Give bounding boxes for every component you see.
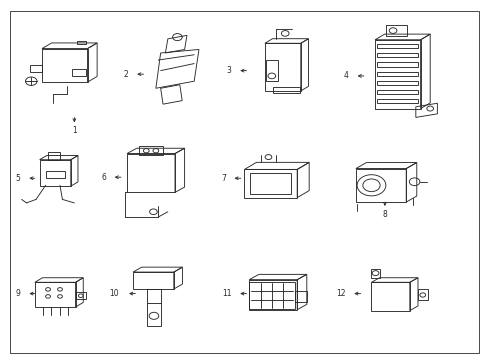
Text: 8: 8 <box>382 210 386 219</box>
Text: 5: 5 <box>16 174 20 183</box>
Text: 12: 12 <box>335 289 345 298</box>
Text: 6: 6 <box>101 173 106 182</box>
Text: 9: 9 <box>16 289 20 298</box>
Text: 4: 4 <box>344 71 348 80</box>
Text: 2: 2 <box>123 70 128 79</box>
Text: 10: 10 <box>109 289 119 298</box>
Bar <box>249 282 294 309</box>
Text: 1: 1 <box>72 126 77 135</box>
Text: 7: 7 <box>221 174 225 183</box>
Text: 11: 11 <box>222 289 231 298</box>
Text: 3: 3 <box>226 66 231 75</box>
